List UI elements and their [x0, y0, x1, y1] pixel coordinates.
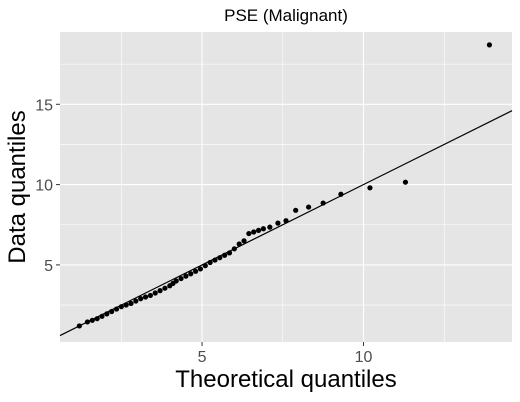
data-point — [367, 185, 373, 191]
data-point — [104, 311, 110, 317]
data-point — [152, 290, 158, 296]
data-point — [260, 226, 266, 232]
data-point — [402, 179, 409, 185]
data-point — [162, 285, 168, 291]
data-point — [207, 259, 213, 266]
y-tick-label: 10 — [35, 178, 53, 195]
data-point — [283, 218, 289, 224]
data-point — [76, 323, 82, 329]
data-point — [241, 238, 247, 244]
data-point — [133, 298, 139, 304]
data-point — [255, 227, 262, 233]
data-point — [113, 306, 120, 312]
data-point — [142, 294, 149, 300]
data-point — [236, 241, 242, 247]
data-point — [89, 317, 95, 323]
data-point — [275, 220, 281, 226]
data-point — [246, 230, 252, 237]
data-point — [217, 255, 223, 261]
data-point — [123, 302, 129, 308]
data-point — [212, 257, 218, 263]
data-point — [183, 273, 189, 279]
minor-gridlines — [60, 32, 512, 342]
data-point — [94, 316, 100, 322]
plot-panel — [60, 32, 512, 342]
data-point — [118, 304, 124, 310]
data-point — [226, 250, 233, 256]
data-point — [251, 229, 257, 235]
x-axis-label: Theoretical quantiles — [175, 366, 397, 393]
data-point — [267, 224, 273, 230]
data-point — [293, 207, 299, 213]
data-point — [178, 275, 184, 282]
y-axis-label-container: Data quantiles — [0, 32, 36, 342]
data-point — [222, 252, 228, 258]
data-point — [157, 288, 163, 294]
data-point — [138, 296, 144, 302]
data-points — [76, 42, 492, 329]
y-tick-label: 5 — [44, 258, 53, 275]
data-point — [338, 191, 344, 197]
data-point — [231, 246, 237, 252]
y-tick-label: 15 — [35, 97, 53, 114]
chart-title: PSE (Malignant) — [224, 6, 348, 25]
x-axis-ticks: 5 10 — [198, 342, 373, 366]
data-point — [84, 319, 91, 325]
data-point — [188, 271, 194, 277]
y-axis-label: Data quantiles — [4, 110, 31, 264]
data-point — [109, 308, 115, 315]
major-gridlines — [60, 32, 512, 342]
data-point — [306, 204, 312, 210]
x-tick-label: 10 — [355, 349, 373, 366]
data-point — [486, 42, 492, 48]
data-point — [99, 313, 105, 319]
data-point — [173, 278, 179, 284]
data-point — [193, 268, 199, 274]
data-point — [128, 300, 134, 307]
data-point — [147, 292, 153, 299]
x-tick-label: 5 — [198, 349, 207, 366]
data-point — [202, 263, 208, 269]
data-point — [197, 266, 204, 272]
data-point — [320, 200, 326, 206]
y-axis-ticks: 5 10 15 — [35, 97, 60, 275]
